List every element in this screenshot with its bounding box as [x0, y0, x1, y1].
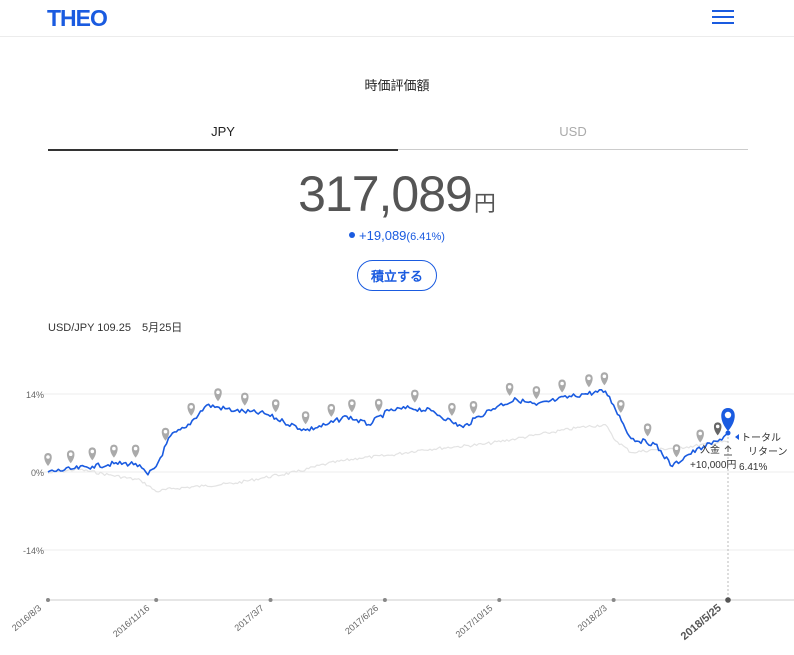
x-tick-dot [611, 598, 616, 602]
caret-left-icon [735, 434, 739, 440]
deposit-marker-pin-icon [411, 389, 419, 403]
deposit-marker-pin-icon [558, 379, 566, 393]
app-header: THEO [0, 0, 794, 37]
deposit-marker-pin-icon [110, 444, 118, 458]
fx-rate: USD/JPY 109.25 5月25日 [48, 322, 183, 334]
deposit-marker-pin-icon [88, 447, 97, 461]
x-tick-label: 2017/10/15 [454, 603, 495, 640]
deposit-marker-pin-icon [301, 411, 310, 425]
tab-jpy[interactable]: JPY [48, 124, 398, 151]
total-return-label-2: リターン [748, 446, 788, 458]
y-tick-label: 14% [26, 390, 44, 400]
tab-usd[interactable]: USD [398, 124, 748, 150]
total-return-value: 6.41% [739, 462, 767, 473]
deposit-marker-pin-icon [131, 444, 140, 458]
y-tick-label: -14% [23, 546, 44, 556]
deposit-marker-pin-icon [214, 388, 222, 402]
x-tick-dot [497, 598, 502, 602]
deposit-marker-pin-icon [696, 429, 704, 443]
x-tick-dot [268, 598, 273, 602]
x-tick-dot [725, 597, 731, 603]
x-tick-label: 2018/5/25 [679, 602, 724, 643]
deposit-marker-pin-icon [271, 399, 280, 413]
portfolio-series-line [47, 389, 729, 476]
x-tick-label: 2017/3/7 [233, 603, 266, 633]
deposit-marker-pin-icon [469, 401, 478, 414]
theo-logo[interactable]: THEO [47, 5, 108, 31]
page-title: 時価評価額 [364, 78, 430, 93]
deposit-marker-pin-icon [44, 453, 52, 466]
deposit-marker-pin-icon [672, 444, 681, 458]
deposit-icon [724, 445, 732, 456]
y-tick-label: 0% [31, 468, 44, 478]
x-tick-label: 2016/8/3 [10, 603, 43, 633]
deposit-marker-pin-icon [66, 450, 75, 464]
x-tick-label: 2016/11/16 [111, 603, 151, 639]
amount-value: 317,089 [298, 166, 473, 222]
deposit-amount: +10,000円 [690, 460, 736, 471]
change-value: +19,089 [359, 228, 407, 243]
valuation-change: +19,089(6.41%) [0, 228, 794, 243]
valuation-amount: 317,089円 [0, 165, 794, 223]
x-tick-dot [382, 598, 387, 602]
x-tick-label: 2018/2/3 [576, 603, 609, 633]
x-tick-dot [154, 598, 159, 602]
x-tick-dot [46, 598, 50, 602]
deposit-marker-pin-icon [643, 423, 652, 437]
benchmark-series-line [47, 424, 729, 493]
selected-location-pin-icon [721, 408, 735, 431]
deposit-marker-pin-icon [327, 403, 336, 417]
deposit-marker-pin-icon [713, 422, 722, 436]
selected-point [725, 430, 731, 436]
deposit-label: 入金 [700, 443, 720, 456]
deposit-marker-pin-icon [600, 372, 609, 386]
deposit-marker-pin-icon [448, 402, 456, 416]
deposit-marker-pin-icon [241, 392, 249, 406]
deposit-marker-pin-icon [617, 399, 625, 413]
change-percent: (6.41%) [406, 231, 445, 243]
deposit-marker-pin-icon [585, 374, 593, 388]
deposit-marker-pin-icon [348, 399, 356, 413]
x-tick-label: 2017/6/26 [343, 603, 380, 636]
total-return-label-1: トータル [741, 432, 781, 444]
deposit-marker-pin-icon [161, 427, 170, 441]
gain-dot-icon [349, 231, 356, 238]
deposit-marker-pin-icon [532, 386, 541, 400]
deposit-marker-pin-icon [187, 402, 195, 416]
hamburger-menu-icon[interactable] [712, 10, 734, 24]
deposit-marker-pin-icon [505, 382, 514, 396]
accumulate-button[interactable]: 積立する [357, 260, 437, 291]
amount-unit: 円 [473, 191, 496, 216]
deposit-marker-pin-icon [374, 398, 383, 412]
